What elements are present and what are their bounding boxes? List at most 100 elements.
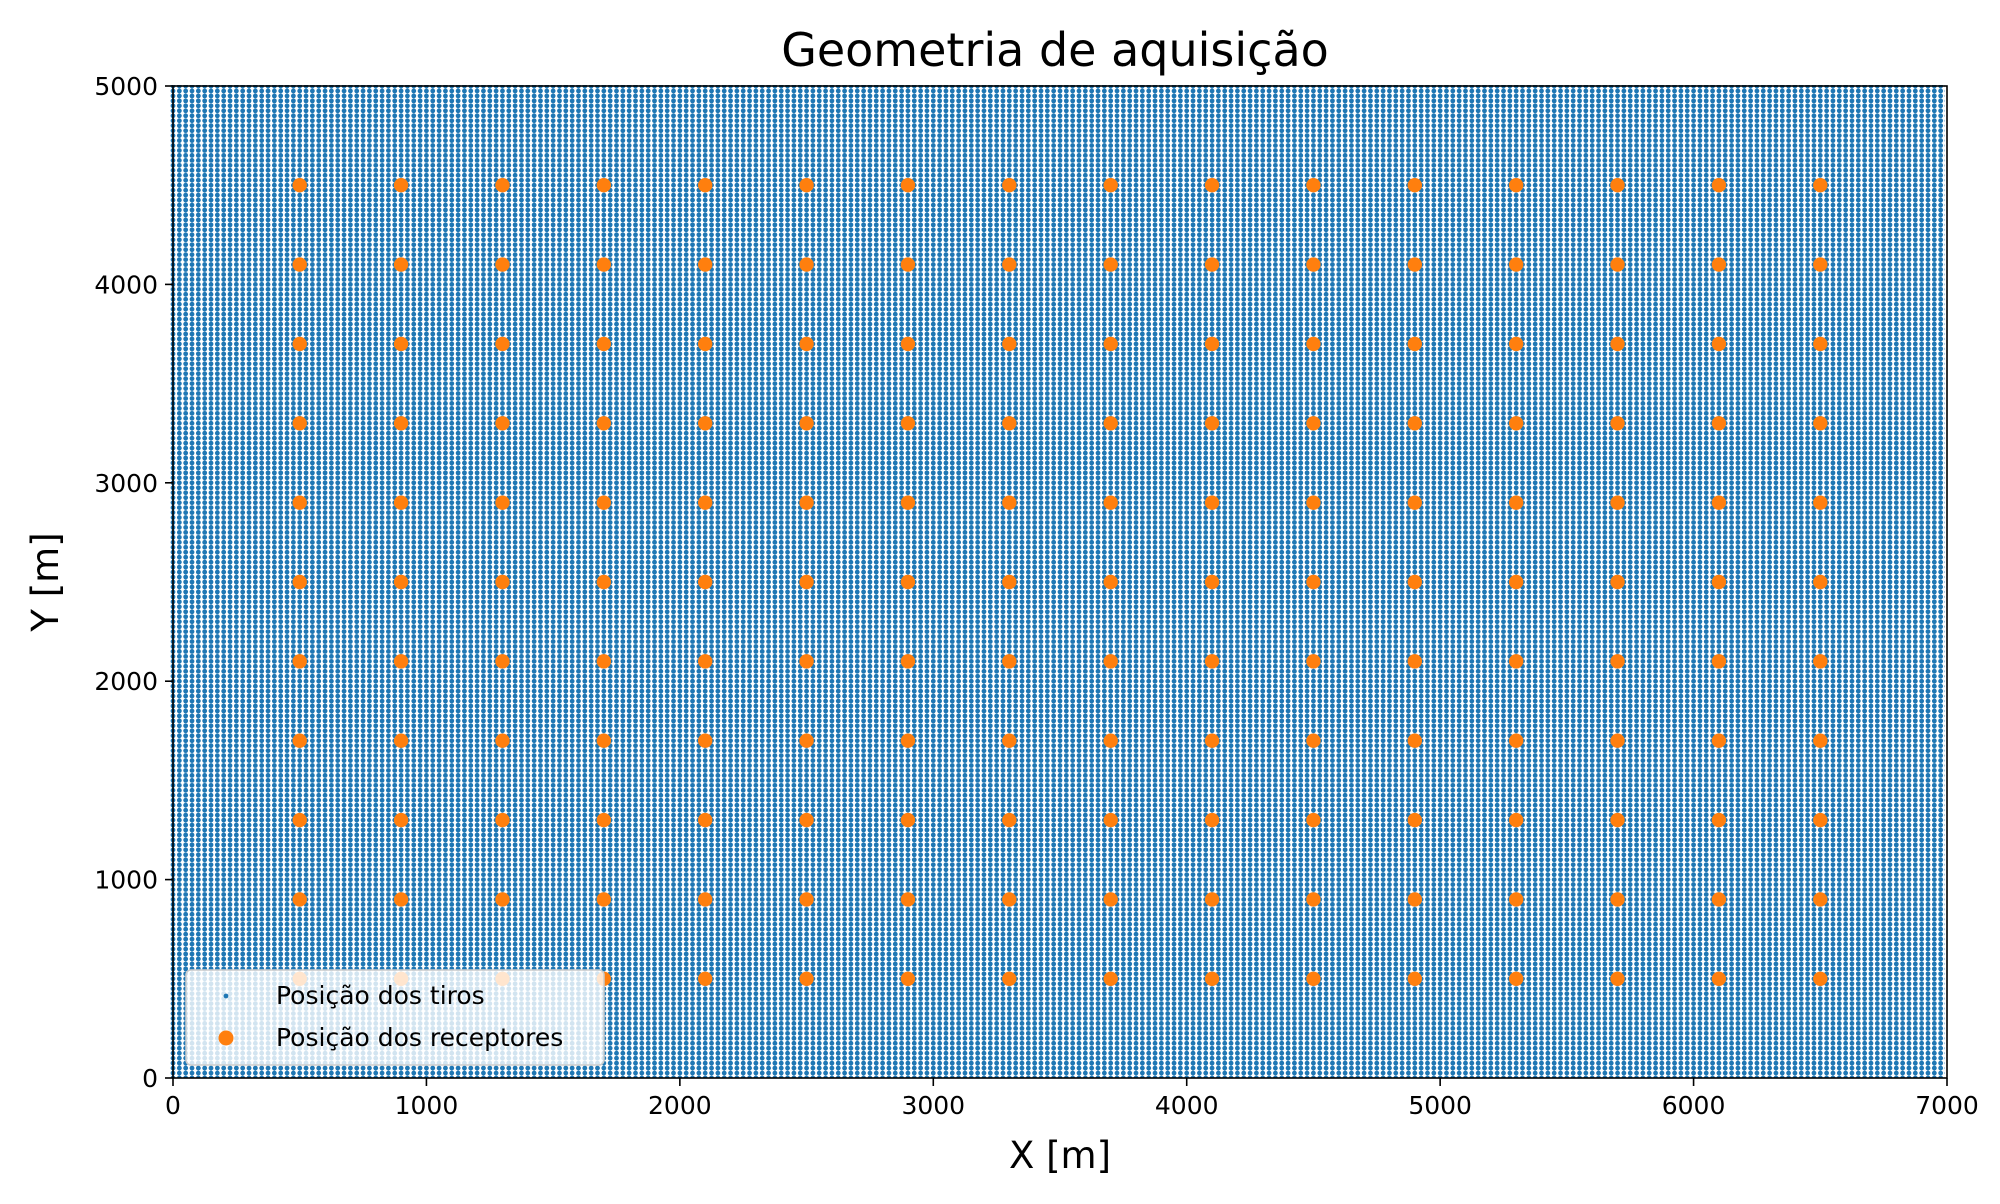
shot-point <box>221 798 226 803</box>
shot-point <box>221 267 226 272</box>
shot-point <box>177 148 182 153</box>
shot-point <box>202 758 207 763</box>
shot-point <box>190 232 195 237</box>
shot-point <box>228 376 233 381</box>
shot-point <box>215 555 220 560</box>
shot-point <box>240 793 245 798</box>
shot-point <box>240 813 245 818</box>
shot-point <box>234 421 239 426</box>
shot-point <box>209 426 214 431</box>
shot-point <box>209 773 214 778</box>
shot-point <box>221 446 226 451</box>
shot-point <box>215 709 220 714</box>
shot-point <box>259 942 264 947</box>
shot-point <box>259 262 264 267</box>
shot-point <box>221 143 226 148</box>
shot-point <box>234 148 239 153</box>
shot-point <box>234 302 239 307</box>
shot-point <box>234 1066 239 1071</box>
shot-point <box>234 267 239 272</box>
shot-point <box>221 500 226 505</box>
shot-point <box>209 1071 214 1076</box>
shot-point <box>183 272 188 277</box>
shot-point <box>234 922 239 927</box>
shot-point <box>247 684 252 689</box>
shot-point <box>221 709 226 714</box>
shot-point <box>259 163 264 168</box>
shot-point <box>209 833 214 838</box>
shot-point <box>190 947 195 952</box>
shot-point <box>266 847 271 852</box>
shot-point <box>228 803 233 808</box>
shot-point <box>215 173 220 178</box>
shot-point <box>240 203 245 208</box>
shot-point <box>202 803 207 808</box>
shot-point <box>259 490 264 495</box>
shot-point <box>215 292 220 297</box>
shot-point <box>215 262 220 267</box>
shot-point <box>177 867 182 872</box>
shot-point <box>240 575 245 580</box>
shot-point <box>247 644 252 649</box>
shot-point <box>202 237 207 242</box>
shot-point <box>177 877 182 882</box>
shot-point <box>202 778 207 783</box>
shot-point <box>228 530 233 535</box>
shot-point <box>202 391 207 396</box>
shot-point <box>190 902 195 907</box>
shot-point <box>209 897 214 902</box>
shot-point <box>177 366 182 371</box>
shot-point <box>215 188 220 193</box>
shot-point <box>253 322 258 327</box>
shot-point <box>190 818 195 823</box>
shot-point <box>240 391 245 396</box>
shot-point <box>202 937 207 942</box>
shot-point <box>209 535 214 540</box>
shot-point <box>190 525 195 530</box>
shot-point <box>190 540 195 545</box>
shot-point <box>272 932 277 937</box>
shot-point <box>234 714 239 719</box>
shot-point <box>183 351 188 356</box>
shot-point <box>234 446 239 451</box>
shot-point <box>196 728 201 733</box>
shot-point <box>259 738 264 743</box>
shot-point <box>266 922 271 927</box>
shot-point <box>202 406 207 411</box>
shot-point <box>228 818 233 823</box>
shot-point <box>177 98 182 103</box>
shot-point <box>247 664 252 669</box>
shot-point <box>253 466 258 471</box>
shot-point <box>221 629 226 634</box>
shot-point <box>221 346 226 351</box>
shot-point <box>228 798 233 803</box>
shot-point <box>183 748 188 753</box>
shot-point <box>183 287 188 292</box>
shot-point <box>196 302 201 307</box>
shot-point <box>272 813 277 818</box>
shot-point <box>272 758 277 763</box>
shot-point <box>196 594 201 599</box>
shot-point <box>253 927 258 932</box>
shot-point <box>202 922 207 927</box>
shot-point <box>177 272 182 277</box>
shot-point <box>196 565 201 570</box>
shot-point <box>177 922 182 927</box>
shot-point <box>259 381 264 386</box>
shot-point <box>272 823 277 828</box>
shot-point <box>215 386 220 391</box>
shot-point <box>202 252 207 257</box>
shot-point <box>177 575 182 580</box>
shot-point <box>196 609 201 614</box>
shot-point <box>253 500 258 505</box>
shot-point <box>196 585 201 590</box>
shot-point <box>177 297 182 302</box>
shot-point <box>177 1036 182 1041</box>
shot-point <box>209 257 214 262</box>
shot-point <box>215 163 220 168</box>
shot-point <box>228 406 233 411</box>
shot-point <box>202 262 207 267</box>
shot-point <box>272 649 277 654</box>
shot-point <box>177 962 182 967</box>
shot-point <box>234 168 239 173</box>
